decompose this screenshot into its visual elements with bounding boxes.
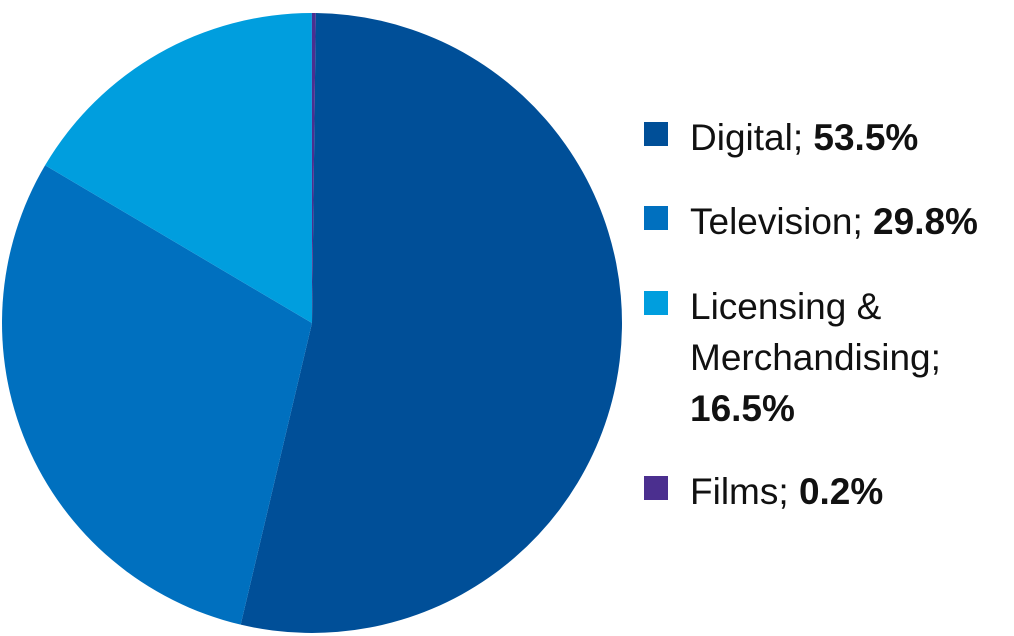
legend-swatch-licensing-merchandising — [644, 291, 668, 315]
legend-swatch-digital — [644, 122, 668, 146]
legend-label-films: Films; 0.2% — [690, 466, 883, 517]
legend-item-licensing-merchandising: Licensing & Merchandising; 16.5% — [644, 281, 984, 434]
legend-item-television: Television; 29.8% — [644, 196, 978, 247]
legend-value: 53.5% — [813, 117, 919, 158]
legend-label-television: Television; 29.8% — [690, 196, 978, 247]
legend-value: 16.5% — [690, 388, 795, 429]
legend-separator: ; — [778, 471, 799, 512]
legend-name: Television — [690, 201, 853, 242]
pie-slice-licensing-merchandising — [45, 13, 313, 323]
legend-separator: ; — [930, 337, 941, 378]
legend-swatch-television — [644, 206, 668, 230]
legend-value: 29.8% — [873, 201, 978, 242]
pie-slice-digital — [240, 13, 623, 633]
legend-name: Films — [690, 471, 779, 512]
legend-separator: ; — [852, 201, 874, 242]
legend-swatch-films — [644, 476, 668, 500]
pie-slice-television — [2, 165, 312, 625]
legend-label-digital: Digital; 53.5% — [690, 112, 918, 163]
legend-item-digital: Digital; 53.5% — [644, 112, 918, 163]
legend-name: Licensing & Merchandising — [690, 286, 931, 378]
legend-value: 0.2% — [798, 471, 884, 512]
pie-slice-films — [311, 13, 316, 323]
legend-item-films: Films; 0.2% — [644, 466, 883, 517]
chart-legend: Digital; 53.5% Television; 29.8% Licensi… — [644, 0, 1014, 636]
legend-label-licensing-merchandising: Licensing & Merchandising; 16.5% — [690, 281, 984, 434]
legend-separator: ; — [792, 117, 814, 158]
legend-name: Digital — [690, 117, 793, 158]
